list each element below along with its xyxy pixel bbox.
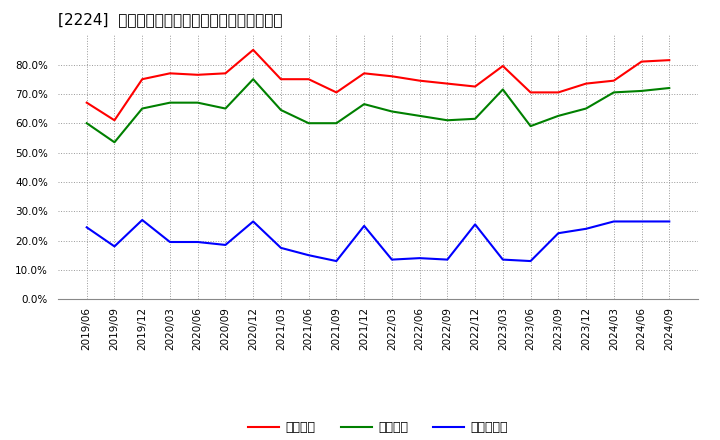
当座比率 [221, 106, 230, 111]
当座比率 [82, 121, 91, 126]
流動比率 [498, 63, 507, 69]
流動比率 [554, 90, 562, 95]
現預金比率 [471, 222, 480, 227]
当座比率 [415, 113, 424, 118]
流動比率 [637, 59, 646, 64]
当座比率 [526, 124, 535, 129]
当座比率 [637, 88, 646, 94]
流動比率 [526, 90, 535, 95]
現預金比率 [194, 239, 202, 245]
現預金比率 [554, 231, 562, 236]
流動比率 [609, 78, 618, 83]
当座比率 [443, 117, 451, 123]
現預金比率 [443, 257, 451, 262]
現預金比率 [637, 219, 646, 224]
当座比率 [387, 109, 396, 114]
流動比率 [194, 72, 202, 77]
現預金比率 [332, 258, 341, 264]
当座比率 [276, 107, 285, 113]
流動比率 [305, 77, 313, 82]
当座比率 [332, 121, 341, 126]
流動比率 [166, 71, 174, 76]
Line: 当座比率: 当座比率 [86, 79, 670, 142]
当座比率 [498, 87, 507, 92]
現預金比率 [387, 257, 396, 262]
当座比率 [360, 102, 369, 107]
当座比率 [609, 90, 618, 95]
Text: [2224]  流動比率、当座比率、現預金比率の推移: [2224] 流動比率、当座比率、現預金比率の推移 [58, 12, 282, 27]
流動比率 [249, 47, 258, 52]
流動比率 [332, 90, 341, 95]
流動比率 [665, 58, 674, 63]
現預金比率 [609, 219, 618, 224]
流動比率 [138, 77, 147, 82]
当座比率 [166, 100, 174, 105]
流動比率 [387, 73, 396, 79]
現預金比率 [665, 219, 674, 224]
流動比率 [221, 71, 230, 76]
現預金比率 [526, 258, 535, 264]
現預金比率 [138, 217, 147, 223]
流動比率 [443, 81, 451, 86]
当座比率 [471, 116, 480, 121]
Line: 現預金比率: 現預金比率 [86, 220, 670, 261]
現預金比率 [305, 253, 313, 258]
当座比率 [665, 85, 674, 91]
流動比率 [360, 71, 369, 76]
当座比率 [138, 106, 147, 111]
現預金比率 [582, 226, 590, 231]
当座比率 [305, 121, 313, 126]
当座比率 [194, 100, 202, 105]
当座比率 [110, 139, 119, 145]
流動比率 [110, 117, 119, 123]
流動比率 [471, 84, 480, 89]
現預金比率 [276, 245, 285, 250]
現預金比率 [498, 257, 507, 262]
現預金比率 [82, 225, 91, 230]
現預金比率 [221, 242, 230, 248]
現預金比率 [166, 239, 174, 245]
Line: 流動比率: 流動比率 [86, 50, 670, 120]
Legend: 流動比率, 当座比率, 現預金比率: 流動比率, 当座比率, 現預金比率 [243, 416, 513, 439]
現預金比率 [415, 256, 424, 261]
流動比率 [582, 81, 590, 86]
当座比率 [249, 77, 258, 82]
当座比率 [554, 113, 562, 118]
当座比率 [582, 106, 590, 111]
現預金比率 [249, 219, 258, 224]
現預金比率 [110, 244, 119, 249]
流動比率 [276, 77, 285, 82]
現預金比率 [360, 223, 369, 228]
流動比率 [415, 78, 424, 83]
流動比率 [82, 100, 91, 105]
